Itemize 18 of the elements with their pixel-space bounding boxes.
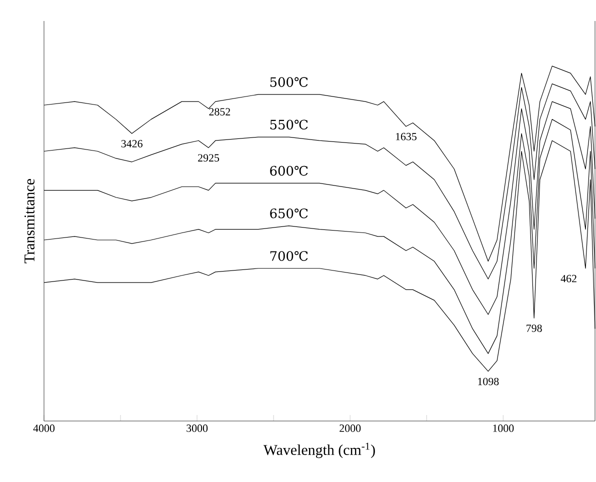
x-tick-label: 2000 [340,424,361,432]
annotation: 1098 [478,378,499,386]
annotation: 1635 [396,132,416,140]
annotation: 462 [560,274,576,282]
annotation: 3426 [121,140,142,148]
x-tick-label: 3000 [186,424,208,432]
x-tick-label: 4000 [33,424,55,432]
series-label: 550℃ [270,120,308,130]
series-label: 600℃ [270,166,308,176]
series-label: 500℃ [270,77,308,87]
annotation: 2852 [209,108,230,116]
y-axis-title: Transmittance [24,179,34,264]
x-tick-label: 1000 [493,424,514,432]
series-label: 700℃ [270,251,308,261]
series-label: 650℃ [270,208,308,218]
annotation: 798 [526,324,542,332]
annotation: 2925 [198,154,220,162]
x-axis-title: Wavelength (cm$^{-1}$) [263,442,375,458]
